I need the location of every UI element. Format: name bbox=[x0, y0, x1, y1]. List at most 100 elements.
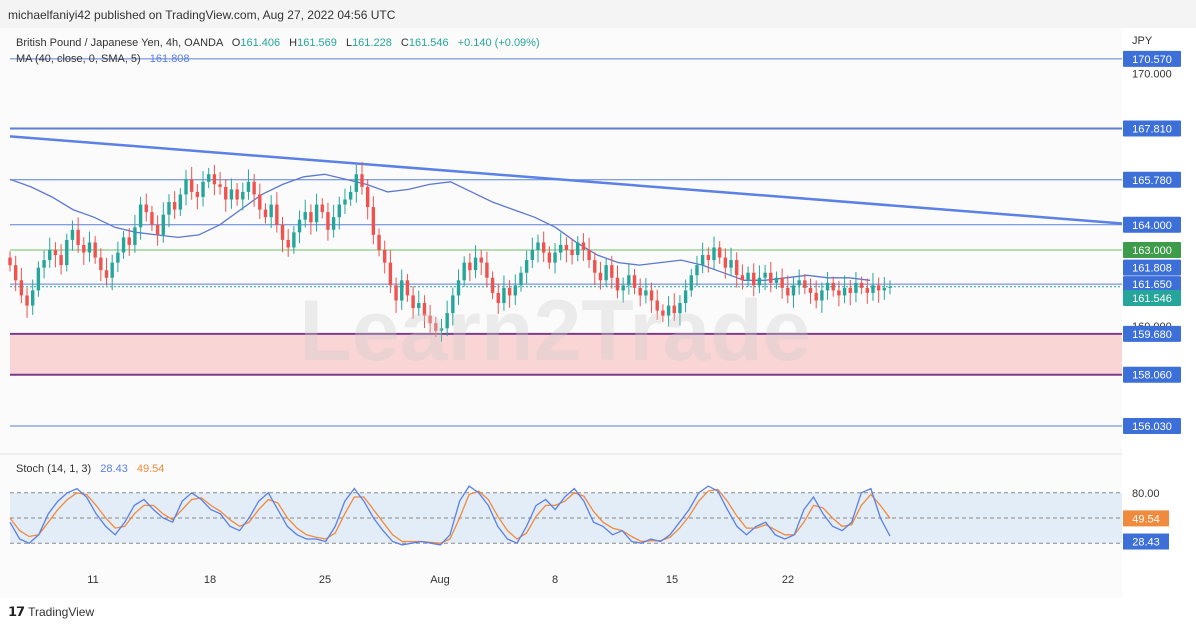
candle-body bbox=[155, 224, 160, 235]
candle bbox=[559, 232, 563, 261]
candle-body bbox=[644, 290, 648, 296]
candle bbox=[763, 264, 767, 291]
candle bbox=[876, 277, 881, 303]
candle-body bbox=[451, 295, 455, 314]
candle bbox=[53, 242, 58, 268]
candle-body bbox=[496, 292, 500, 304]
candle bbox=[485, 251, 489, 288]
candle-body bbox=[76, 229, 80, 245]
candle-body bbox=[468, 262, 472, 271]
candle-body bbox=[848, 287, 852, 293]
svg-text:MA (40, close, 0, SMA, 5): MA (40, close, 0, SMA, 5) 161.808 bbox=[16, 53, 190, 65]
candle-body bbox=[428, 315, 432, 324]
time-tick: 8 bbox=[552, 574, 558, 586]
candle-body bbox=[757, 277, 762, 286]
legend-stoch-d: 49.54 bbox=[137, 463, 165, 475]
candle bbox=[706, 247, 711, 273]
candle bbox=[502, 275, 506, 311]
candle-body bbox=[224, 186, 228, 200]
candle bbox=[547, 246, 552, 269]
legend: British Pound / Japanese Yen, 4h, OANDA … bbox=[16, 37, 540, 475]
stoch-k-label: 28.43 bbox=[1123, 533, 1169, 550]
candle-body bbox=[348, 191, 353, 200]
candle bbox=[87, 231, 92, 262]
price-label-2-text: 165.780 bbox=[1132, 175, 1172, 187]
candle-body bbox=[695, 265, 699, 276]
candle bbox=[326, 202, 330, 241]
candle bbox=[241, 182, 245, 211]
candle bbox=[8, 251, 12, 272]
candle-body bbox=[144, 204, 148, 213]
candle-body bbox=[445, 313, 449, 329]
candle bbox=[593, 252, 597, 286]
candle-body bbox=[184, 179, 188, 195]
candle bbox=[48, 237, 52, 268]
candle-body bbox=[820, 290, 824, 301]
candle bbox=[365, 179, 370, 220]
candle-body bbox=[292, 232, 296, 248]
candle bbox=[65, 233, 69, 272]
resistance-label-box bbox=[1123, 242, 1181, 258]
candle bbox=[309, 204, 313, 235]
candle-body bbox=[417, 303, 421, 309]
candle bbox=[808, 278, 813, 304]
legend-high: 161.569 bbox=[297, 37, 337, 49]
candle bbox=[479, 249, 483, 275]
price-label-5-box bbox=[1123, 325, 1181, 342]
candle-body bbox=[661, 310, 665, 316]
candle-body bbox=[331, 217, 336, 230]
price-label-7-box bbox=[1123, 417, 1181, 434]
candle-body bbox=[439, 328, 444, 331]
price-label-0-box bbox=[1123, 50, 1181, 67]
candle bbox=[632, 268, 637, 295]
candle-body bbox=[70, 229, 75, 240]
candle bbox=[275, 192, 279, 233]
candle bbox=[195, 184, 200, 210]
candle bbox=[218, 171, 222, 195]
candle-body bbox=[235, 189, 239, 200]
stoch-k-line bbox=[9, 485, 891, 546]
stoch-d-label: 49.54 bbox=[1123, 510, 1169, 527]
candle-body bbox=[507, 287, 512, 296]
price-label-7: 156.030 bbox=[1123, 417, 1181, 434]
candle bbox=[842, 275, 847, 304]
candle-body bbox=[706, 255, 711, 261]
candle-body bbox=[411, 295, 415, 309]
price-label-6: 158.060 bbox=[1123, 366, 1181, 383]
candle-body bbox=[524, 260, 529, 273]
candle-body bbox=[104, 270, 109, 278]
tradingview-logo-icon: 𝟭𝟳 bbox=[8, 604, 25, 619]
candle bbox=[76, 217, 80, 253]
candle-body bbox=[275, 204, 279, 225]
candle bbox=[803, 273, 807, 295]
candle-body bbox=[462, 262, 466, 281]
candle-body bbox=[530, 250, 535, 261]
candle bbox=[184, 169, 188, 206]
candle-body bbox=[246, 181, 251, 192]
candle-body bbox=[814, 292, 818, 301]
price-label-1: 167.810 bbox=[1123, 120, 1181, 137]
candle bbox=[507, 280, 512, 308]
candle-body bbox=[87, 242, 92, 253]
ma-value-label-text: 161.808 bbox=[1132, 263, 1172, 275]
candle bbox=[831, 276, 835, 297]
footer: 𝟭𝟳 TradingView bbox=[8, 604, 94, 620]
time-tick: 11 bbox=[87, 574, 98, 586]
candle-body bbox=[189, 179, 194, 192]
candle-body bbox=[59, 255, 63, 266]
candle-body bbox=[320, 204, 324, 213]
candle bbox=[695, 255, 699, 287]
candle bbox=[252, 173, 256, 207]
candle bbox=[604, 258, 608, 287]
candle bbox=[229, 178, 234, 209]
price-labels-layer: 170.000160.000170.570167.810165.780164.0… bbox=[1123, 50, 1181, 434]
legend-ma-value: 161.808 bbox=[150, 53, 190, 65]
candle-body bbox=[621, 285, 625, 291]
candle-body bbox=[576, 242, 580, 256]
candle bbox=[882, 277, 887, 300]
currency-label: JPY bbox=[1132, 35, 1153, 47]
candle bbox=[496, 283, 500, 314]
candle bbox=[451, 287, 455, 326]
candle bbox=[360, 161, 364, 195]
